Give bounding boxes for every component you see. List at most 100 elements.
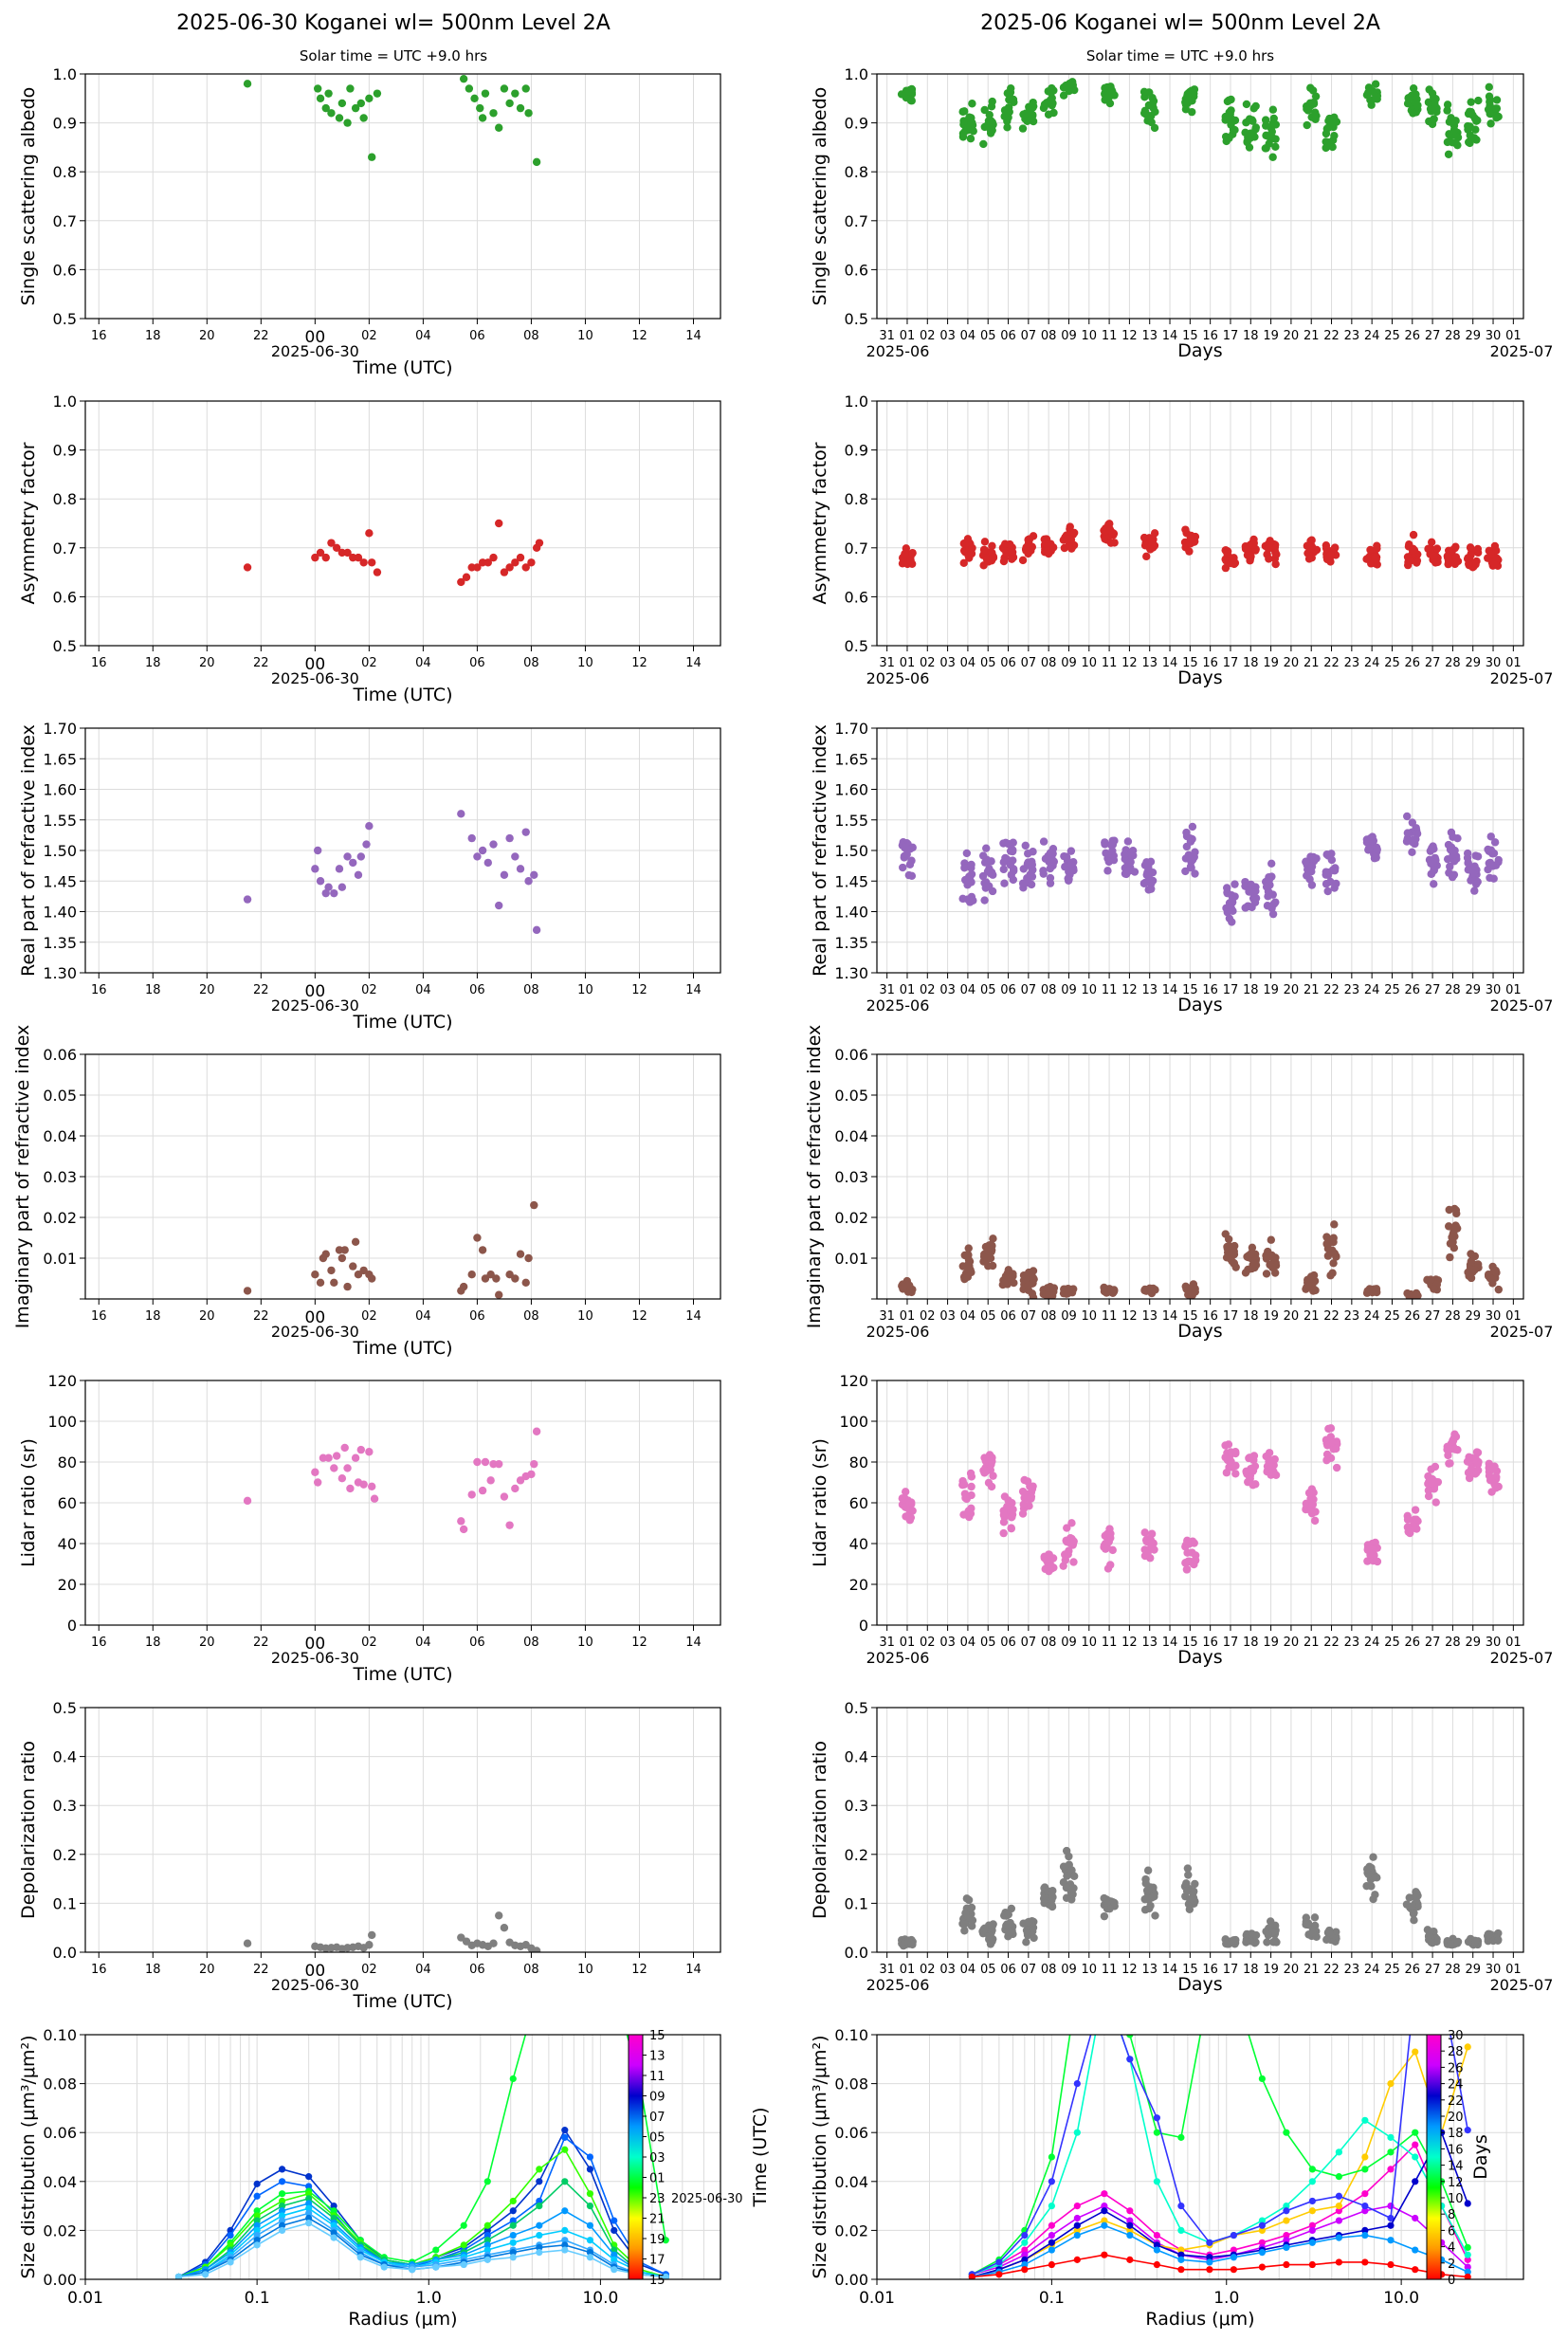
- series-point: [278, 2221, 286, 2229]
- data-point: [505, 99, 514, 108]
- x-tick-label: 27: [1425, 983, 1441, 997]
- x-tick-label: 08: [1041, 329, 1057, 343]
- data-point: [1330, 113, 1339, 122]
- series-point: [1021, 2246, 1029, 2254]
- y-tick-label: 100: [47, 1413, 77, 1431]
- data-point: [311, 553, 319, 562]
- data-point: [505, 1521, 514, 1529]
- x-tick-label: 23: [1344, 983, 1360, 997]
- data-point: [343, 548, 352, 558]
- plot-area: [174, 1983, 669, 2279]
- data-point: [1489, 1462, 1498, 1472]
- data-point: [1262, 1270, 1271, 1278]
- series-point: [1021, 2260, 1029, 2269]
- series-point: [509, 2217, 517, 2224]
- series-point: [611, 1983, 617, 1989]
- x-tick-label: 19: [1263, 329, 1279, 343]
- series-point: [586, 2249, 594, 2257]
- chart-panel-l2: 0.5 0.6 0.7 0.8 0.9 1.0 16 18 20 22 00 02 04 06 08 10 12…: [18, 393, 721, 705]
- y-tick-label: 80: [58, 1453, 77, 1472]
- series-point: [1464, 2043, 1471, 2051]
- data-point: [959, 1510, 968, 1519]
- data-point: [1470, 134, 1479, 142]
- data-point: [963, 125, 973, 135]
- data-point: [1373, 541, 1381, 550]
- data-point: [1263, 902, 1272, 910]
- data-point: [1046, 873, 1055, 883]
- data-point: [373, 89, 382, 98]
- data-point: [982, 555, 992, 564]
- data-point: [521, 828, 530, 836]
- x-start-label: 2025-06: [866, 1649, 930, 1667]
- x-tick-label: 14: [1162, 329, 1178, 343]
- data-point: [966, 135, 975, 143]
- chart-panel-r3: 1.30 1.35 1.40 1.45 1.50 1.55 1.60 1.65 1.70 31 01…: [810, 720, 1553, 1015]
- data-point: [1472, 1448, 1482, 1456]
- x-tick-label: 08: [523, 1309, 539, 1324]
- series-point: [330, 2214, 337, 2222]
- plot-area: [243, 810, 541, 935]
- data-point: [899, 863, 907, 872]
- data-point: [1303, 871, 1311, 880]
- data-point: [968, 100, 976, 108]
- x-tick-label: 20: [199, 1636, 215, 1650]
- series-point: [1126, 2221, 1134, 2229]
- x-date-label: 2025-06-30: [271, 1976, 359, 1994]
- data-point: [1246, 129, 1255, 137]
- data-point: [1182, 828, 1191, 837]
- data-point: [1470, 1266, 1479, 1274]
- y-tick-label: 0.5: [845, 310, 868, 328]
- data-point: [373, 568, 382, 576]
- series-point: [1177, 2266, 1185, 2274]
- data-point: [1306, 1272, 1316, 1281]
- data-point: [1026, 102, 1035, 112]
- x-tick-label: 31: [879, 1636, 895, 1650]
- series-point: [278, 2203, 286, 2210]
- series-point: [1387, 2221, 1395, 2229]
- x-date-label: 2025-06-30: [271, 996, 359, 1015]
- x-tick-label: 05: [980, 1309, 996, 1324]
- data-point: [1065, 1852, 1073, 1861]
- data-point: [1227, 95, 1235, 104]
- x-tick-label: 09: [1061, 329, 1077, 343]
- series-point: [305, 2190, 313, 2198]
- y-tick-label: 0.04: [834, 2173, 868, 2191]
- series-point: [483, 2178, 491, 2185]
- y-tick-label: 0.8: [53, 490, 77, 508]
- series-point: [1101, 1983, 1107, 1989]
- x-axis-label: Radius (μm): [348, 2309, 457, 2330]
- data-point: [495, 1290, 503, 1299]
- y-tick-label: 1.30: [43, 964, 77, 982]
- series-point: [253, 2241, 261, 2249]
- x-tick-label: 15: [1182, 1963, 1198, 1977]
- x-tick-label: 16: [1202, 983, 1218, 997]
- x-tick-label: 02: [920, 1309, 936, 1324]
- data-point: [1189, 1893, 1198, 1902]
- data-point: [489, 553, 498, 562]
- data-point: [980, 896, 989, 905]
- series-point: [1230, 2266, 1237, 2274]
- x-tick-label: 13: [1141, 1309, 1158, 1324]
- y-tick-label: 0.6: [845, 261, 868, 279]
- x-end-label: 2025-07: [1490, 1323, 1554, 1341]
- data-point: [359, 1266, 368, 1275]
- series-point: [1258, 2075, 1266, 2083]
- data-point: [1408, 848, 1416, 857]
- data-point: [243, 1496, 252, 1506]
- y-tick-label: 1.35: [834, 934, 868, 952]
- series-point: [1464, 2268, 1471, 2276]
- data-point: [963, 539, 972, 547]
- data-point: [1474, 96, 1483, 105]
- x-tick-label: 06: [1000, 1963, 1016, 1977]
- data-point: [524, 877, 533, 886]
- series-point: [1308, 2166, 1316, 2173]
- series-point: [1412, 2178, 1419, 2185]
- x-tick-label: 18: [145, 329, 161, 343]
- data-point: [981, 878, 991, 887]
- data-point: [1222, 1469, 1231, 1477]
- data-point: [1029, 848, 1037, 856]
- series-point: [1412, 1983, 1418, 1989]
- series-point: [1021, 2251, 1029, 2258]
- x-tick-label: 02: [920, 1636, 936, 1650]
- y-tick-label: 1.70: [834, 720, 868, 738]
